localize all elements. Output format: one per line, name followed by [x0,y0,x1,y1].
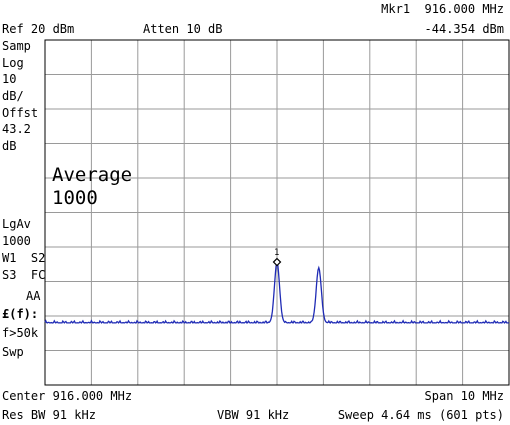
scale-value: 10 [2,72,17,86]
marker-readout-amplitude: -44.354 dBm [424,22,504,36]
average-type: LgAv [2,217,31,231]
scale-type: Log [2,56,24,70]
detector-mode: Samp [2,39,31,53]
freq-condition: f>50k [2,326,39,340]
marker-1-diamond [272,257,282,267]
freq-correction: £(f): [2,307,39,321]
sweep-time: Sweep 4.64 ms (601 pts) [337,408,504,422]
frequency-span: Span 10 MHz [424,389,504,403]
trace-status-2: S3 FC [2,268,46,282]
trace-status-1: W1 S2 [2,251,46,265]
trace-status-3: AA [26,289,41,303]
offset-label: Offst [2,106,39,120]
marker-1-label: 1 [274,248,279,258]
marker-readout-frequency: Mkr1 916.000 MHz [381,2,504,16]
graticule [45,40,509,385]
sweep-mode: Swp [2,345,24,359]
average-overlay-count: 1000 [52,187,98,209]
resolution-bandwidth: Res BW 91 kHz [2,408,96,422]
average-overlay-label: Average [52,164,133,186]
average-count: 1000 [2,234,31,248]
attenuation: Atten 10 dB [143,22,223,36]
offset-value: 43.2 [2,122,31,136]
center-frequency: Center 916.000 MHz [2,389,133,403]
ref-level: Ref 20 dBm [2,22,75,36]
offset-unit: dB [2,139,17,153]
video-bandwidth: VBW 91 kHz [217,408,290,422]
graticule-frame [44,39,510,386]
scale-unit: dB/ [2,89,24,103]
